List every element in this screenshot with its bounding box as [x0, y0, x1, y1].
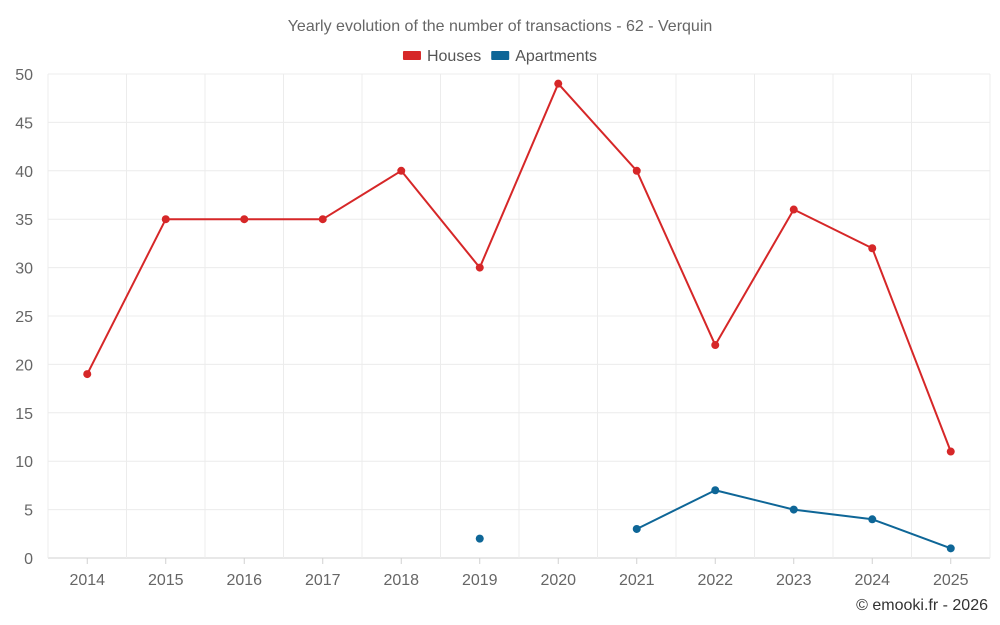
y-tick-label: 20 [15, 357, 33, 374]
data-point-houses [161, 215, 170, 224]
x-tick-label: 2016 [226, 572, 262, 589]
data-point-houses [711, 341, 720, 350]
data-point-apartments [711, 486, 720, 495]
grid [47, 73, 991, 559]
x-tick-label: 2019 [462, 572, 498, 589]
data-point-houses [397, 166, 406, 175]
data-point-apartments [868, 515, 877, 524]
y-tick-label: 45 [15, 115, 33, 132]
series [83, 79, 955, 553]
chart-title: Yearly evolution of the number of transa… [288, 18, 713, 35]
data-point-houses [868, 244, 877, 253]
data-point-apartments [789, 505, 798, 514]
data-point-houses [554, 79, 563, 88]
legend-swatch-apartments [491, 51, 510, 60]
data-point-houses [240, 215, 249, 224]
y-tick-label: 10 [15, 454, 33, 471]
x-tick-label: 2017 [305, 572, 341, 589]
x-tick-label: 2020 [540, 572, 576, 589]
series-line-apartments [636, 489, 952, 550]
y-tick-label: 50 [15, 67, 33, 84]
legend-item-houses: Houses [402, 48, 481, 65]
legend-swatch-houses [402, 51, 421, 60]
series-houses [83, 79, 955, 456]
data-point-apartments [632, 524, 641, 533]
data-point-apartments [475, 534, 484, 543]
x-tick-label: 2023 [776, 572, 812, 589]
data-point-houses [789, 205, 798, 214]
y-tick-label: 15 [15, 406, 33, 423]
legend-label-apartments: Apartments [515, 48, 597, 65]
y-tick-label: 25 [15, 309, 33, 326]
series-apartments [475, 486, 955, 553]
y-tick-label: 5 [24, 503, 33, 520]
x-tick-label: 2018 [383, 572, 419, 589]
data-point-houses [318, 215, 327, 224]
x-tick-label: 2025 [933, 572, 969, 589]
y-tick-label: 35 [15, 212, 33, 229]
data-point-houses [946, 447, 955, 456]
y-tick-label: 30 [15, 261, 33, 278]
y-tick-label: 0 [24, 551, 33, 568]
data-point-apartments [946, 544, 955, 553]
data-point-houses [632, 166, 641, 175]
x-tick-label: 2022 [697, 572, 733, 589]
data-point-houses [83, 370, 92, 379]
legend-label-houses: Houses [427, 48, 481, 65]
y-tick-label: 40 [15, 164, 33, 181]
data-point-houses [475, 263, 484, 272]
x-tick-label: 2024 [854, 572, 890, 589]
legend: Houses Apartments [402, 48, 597, 65]
legend-item-apartments: Apartments [491, 48, 597, 65]
series-line-houses [86, 82, 952, 452]
x-tick-label: 2014 [69, 572, 105, 589]
x-tick-label: 2021 [619, 572, 655, 589]
copyright-text: © emooki.fr - 2026 [856, 597, 988, 614]
x-tick-label: 2015 [148, 572, 184, 589]
